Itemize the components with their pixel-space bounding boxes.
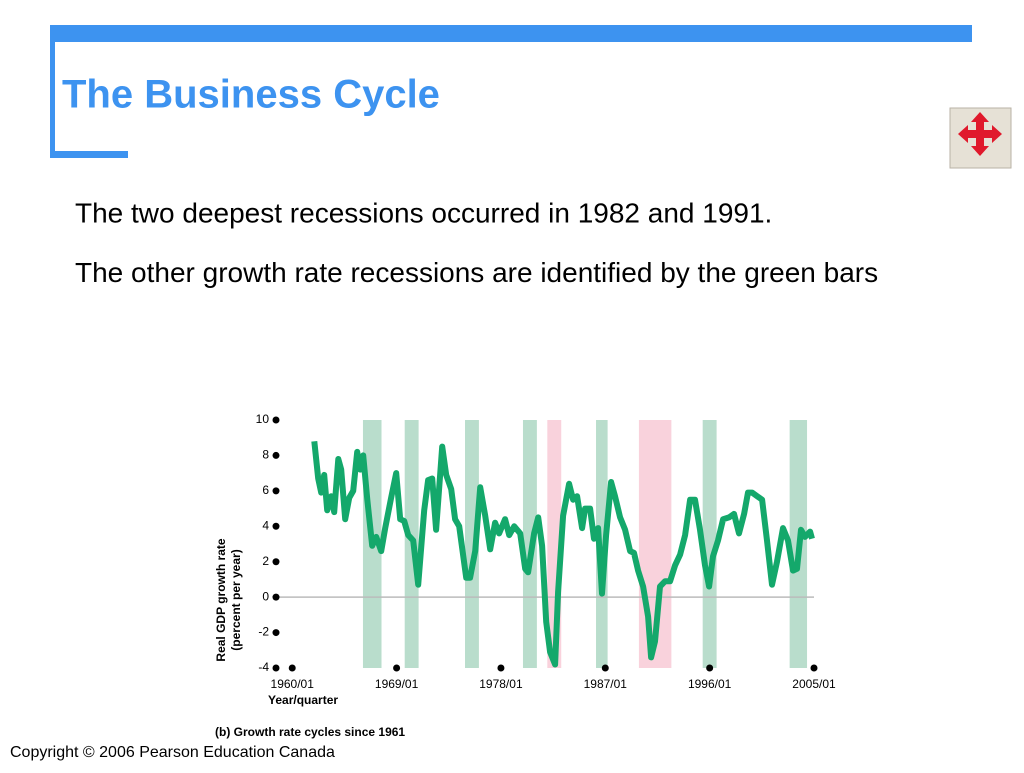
x-tick-label: 1996/01 <box>688 677 732 691</box>
x-tick <box>393 664 401 672</box>
y-tick-label: 0 <box>262 589 269 603</box>
y-tick <box>272 593 280 601</box>
nav-icon[interactable] <box>949 107 1012 169</box>
copyright: Copyright © 2006 Pearson Education Canad… <box>10 744 335 761</box>
bottom-bar <box>50 151 128 158</box>
x-tick-label: 1987/01 <box>584 677 628 691</box>
left-bar <box>50 25 55 158</box>
y-tick <box>272 664 280 672</box>
recession-band <box>702 420 717 668</box>
y-tick <box>272 487 280 495</box>
y-tick-label: 2 <box>262 554 269 568</box>
x-tick-label: 1969/01 <box>375 677 419 691</box>
growth-line <box>311 440 815 668</box>
top-bar <box>50 25 972 42</box>
y-tick <box>272 451 280 459</box>
bullet: The other growth rate recessions are ide… <box>75 257 879 288</box>
y-axis-label: (percent per year) <box>229 549 243 650</box>
x-tick <box>288 664 296 672</box>
bullet-box: The other growth rate recessions are ide… <box>75 257 879 288</box>
x-tick <box>706 664 714 672</box>
recession-band <box>464 420 479 668</box>
x-tick <box>497 664 505 672</box>
caption: (b) Growth rate cycles since 1961 <box>215 725 405 739</box>
y-tick-label: 6 <box>262 483 269 497</box>
chart: -4 -2 0 2 4 6 8 10 1960/01 1969/01 1978/01 1987/01 1… <box>214 412 836 739</box>
slide-title: The Business Cycle <box>62 73 440 117</box>
y-tick-label: -4 <box>258 660 269 674</box>
y-tick-label: 8 <box>262 448 269 462</box>
x-tick-label: 1978/01 <box>479 677 523 691</box>
x-tick <box>601 664 609 672</box>
y-tick <box>272 629 280 637</box>
y-tick-label: 10 <box>256 412 270 426</box>
x-axis-label: Year/quarter <box>268 693 338 707</box>
bullet: The two deepest recessions occurred in 1… <box>75 197 772 228</box>
x-tick-label: 1960/01 <box>271 677 315 691</box>
y-tick-label: -2 <box>258 625 269 639</box>
y-tick <box>272 416 280 424</box>
x-tick <box>810 664 818 672</box>
y-tick-label: 4 <box>262 518 269 532</box>
y-tick <box>272 522 280 530</box>
x-tick-label: 2005/01 <box>792 677 836 691</box>
y-tick <box>272 558 280 566</box>
y-axis-label: Real GDP growth rate <box>214 538 228 661</box>
